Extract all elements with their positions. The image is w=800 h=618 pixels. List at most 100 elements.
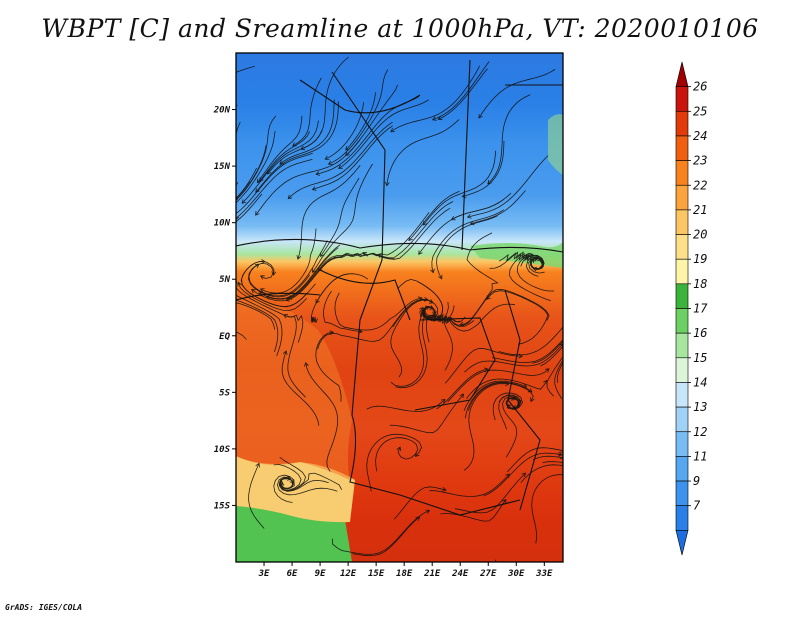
streamline <box>542 461 563 464</box>
streamline <box>236 193 263 223</box>
streamline-arrowhead <box>543 379 548 385</box>
streamline-arrowhead <box>450 215 456 221</box>
streamline-arrowhead <box>564 321 568 325</box>
y-tick-label: 5N <box>219 275 230 285</box>
streamline <box>236 279 304 343</box>
colorbar-segment <box>675 505 689 531</box>
x-tick-label: 30E <box>507 569 525 579</box>
streamline-arrowhead <box>431 116 437 121</box>
streamline <box>317 298 428 350</box>
streamline-arrowhead <box>430 268 435 274</box>
colorbar-label: 24 <box>693 129 707 143</box>
y-tick-label: 20N <box>213 106 231 116</box>
streamline <box>520 464 563 483</box>
streamline <box>276 476 338 496</box>
y-tick-label: EQ <box>219 332 230 342</box>
streamline <box>248 463 265 529</box>
streamline <box>463 383 509 471</box>
streamline <box>315 331 342 402</box>
colorbar-label: 23 <box>693 154 707 168</box>
streamline-arrowhead <box>478 113 483 119</box>
streamline <box>345 84 399 156</box>
x-tick-label: 12E <box>340 569 357 579</box>
streamline <box>236 131 276 204</box>
colorbar-label: 21 <box>693 203 707 217</box>
streamline <box>236 121 241 137</box>
streamline-arrowhead <box>292 142 297 147</box>
streamline <box>328 69 389 165</box>
streamline-arrowhead <box>567 333 571 337</box>
streamline-arrowhead <box>418 250 423 255</box>
streamline <box>492 392 523 421</box>
streamline <box>459 232 499 326</box>
streamline <box>241 260 308 308</box>
streamline <box>492 339 563 363</box>
streamline <box>366 433 423 492</box>
streamline <box>352 516 420 557</box>
streamline <box>312 125 393 190</box>
wbpt-northeast-green-patch <box>548 114 563 175</box>
streamline-arrowhead <box>358 328 363 334</box>
streamline-arrowhead <box>255 462 260 468</box>
streamline-arrowhead <box>487 179 492 185</box>
streamline <box>318 212 430 272</box>
streamline-arrowhead <box>521 472 527 478</box>
streamline-arrowhead <box>226 301 230 305</box>
streamline-arrowhead <box>287 295 293 300</box>
streamline-arrowhead <box>230 202 234 206</box>
streamline <box>507 447 563 473</box>
streamline <box>325 102 364 160</box>
streamline <box>251 253 369 302</box>
streamline-arrowhead <box>345 146 350 151</box>
streamline <box>546 355 563 397</box>
streamline <box>236 299 279 353</box>
streamline-arrowhead <box>228 202 232 206</box>
streamline <box>288 252 395 300</box>
streamline-arrowhead <box>438 274 443 280</box>
streamline-arrowhead <box>530 258 535 263</box>
streamline-arrowhead <box>313 318 318 324</box>
x-tick-label: 6E <box>287 569 298 579</box>
colorbar-label: 22 <box>693 178 707 192</box>
streamline <box>498 326 563 356</box>
streamline-arrowhead <box>545 368 550 373</box>
colorbar-segment <box>675 258 689 285</box>
streamline-arrowhead <box>570 454 574 458</box>
x-axis: 3E 6E 9E 12E 15E 18E 21E 24E 27E 30E 33E <box>258 562 553 579</box>
colorbar-label: 12 <box>693 425 707 439</box>
streamline-arrowhead <box>283 313 288 319</box>
streamline-arrowhead <box>505 381 510 387</box>
streamline <box>486 290 549 345</box>
streamline-arrowhead <box>428 299 434 304</box>
y-tick-label: 10S <box>214 445 231 455</box>
streamline-arrowhead <box>345 151 350 157</box>
streamline <box>236 152 313 215</box>
y-tick-label: 15N <box>214 162 231 172</box>
streamline-arrowhead <box>231 292 235 296</box>
streamline <box>236 302 276 330</box>
colorbar-label: 20 <box>693 228 707 242</box>
streamline-arrowhead <box>459 321 465 327</box>
colorbar-label: 14 <box>693 375 707 389</box>
colorbar-segment <box>675 61 689 87</box>
streamline <box>444 303 516 332</box>
country-borders <box>236 59 563 516</box>
streamline-arrowhead <box>415 516 421 521</box>
streamline <box>292 77 322 147</box>
streamline-arrowhead <box>528 252 534 258</box>
x-tick-label: 3E <box>258 569 270 579</box>
streamline-arrowhead <box>304 362 309 367</box>
streamline-arrowhead <box>566 353 570 357</box>
streamline-arrowhead <box>536 256 542 262</box>
streamline <box>241 120 319 204</box>
map-area <box>226 52 574 563</box>
streamline <box>338 99 429 169</box>
streamline-arrowhead <box>259 288 265 293</box>
streamline-arrowhead <box>255 188 260 193</box>
colorbar-segment <box>675 86 689 112</box>
streamline-arrowhead <box>327 160 333 165</box>
streamline <box>390 307 425 387</box>
colorbar-segment <box>675 431 689 457</box>
streamline <box>431 209 505 273</box>
colorbar-label: 9 <box>693 474 700 488</box>
